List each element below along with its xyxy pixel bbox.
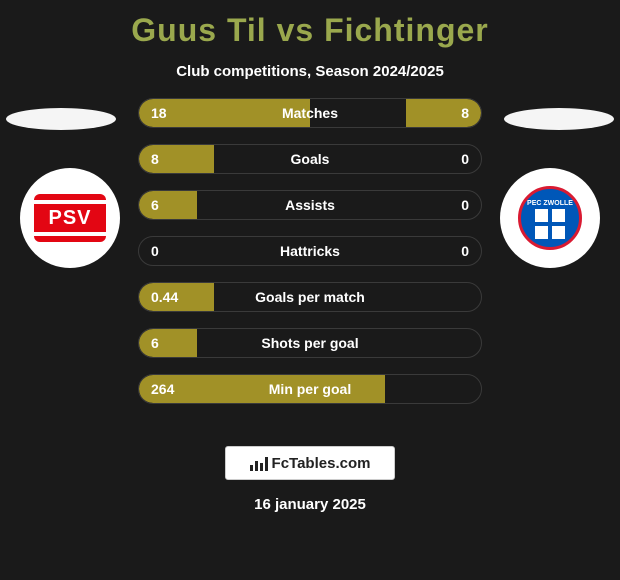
page-title: Guus Til vs Fichtinger (0, 0, 620, 49)
stat-label: Matches (139, 105, 481, 121)
stat-row: 264Min per goal (138, 374, 482, 404)
chart-bars-icon (250, 455, 268, 471)
stat-label: Shots per goal (139, 335, 481, 351)
stat-label: Assists (139, 197, 481, 213)
psv-logo: PSV (34, 182, 106, 254)
stat-row: 80Goals (138, 144, 482, 174)
stat-bars: 188Matches 80Goals 60Assists 00Hattricks 0.4… (138, 98, 482, 420)
stat-label: Hattricks (139, 243, 481, 259)
stat-row: 00Hattricks (138, 236, 482, 266)
fctables-logo: FcTables.com (225, 446, 395, 480)
zwolle-cross-icon (535, 209, 565, 239)
stat-label: Goals per match (139, 289, 481, 305)
stat-row: 6Shots per goal (138, 328, 482, 358)
subtitle: Club competitions, Season 2024/2025 (0, 63, 620, 80)
stat-label: Goals (139, 151, 481, 167)
pec-zwolle-logo: PEC ZWOLLE (514, 182, 586, 254)
player-halo-right (504, 108, 614, 130)
date-text: 16 january 2025 (0, 496, 620, 513)
club-badge-left: PSV (20, 168, 120, 268)
stat-row: 60Assists (138, 190, 482, 220)
club-badge-right: PEC ZWOLLE (500, 168, 600, 268)
stat-row: 188Matches (138, 98, 482, 128)
comparison-panel: PSV PEC ZWOLLE 188Matches 80Goals 60Assist… (0, 98, 620, 428)
stat-label: Min per goal (139, 381, 481, 397)
player-halo-left (6, 108, 116, 130)
footer-brand-text: FcTables.com (272, 455, 371, 472)
club-short-left: PSV (48, 207, 91, 230)
club-short-right: PEC ZWOLLE (527, 200, 573, 207)
stat-row: 0.44Goals per match (138, 282, 482, 312)
